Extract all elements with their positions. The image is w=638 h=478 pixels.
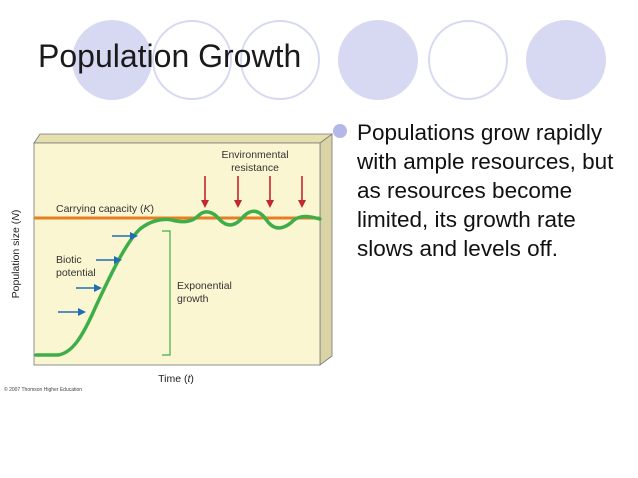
exponential-growth-bracket: [162, 230, 171, 356]
bullet-icon: [333, 124, 347, 138]
growth-curve: [34, 209, 322, 357]
exponential-growth-label-1: Exponential: [177, 280, 232, 292]
biotic-potential-label-2: potential: [56, 267, 96, 279]
copyright-text: © 2007 Thomson Higher Education: [4, 386, 82, 393]
y-axis-label: Population size (N): [10, 210, 22, 299]
exponential-growth-label-2: growth: [177, 293, 209, 305]
decorative-circle-outline-3: [428, 20, 508, 100]
decorative-circle-filled-3: [526, 20, 606, 100]
carrying-capacity-label: Carrying capacity (K): [56, 203, 154, 215]
x-axis-label: Time (t): [158, 373, 194, 385]
environmental-resistance-label-2: resistance: [231, 162, 279, 174]
bullet-text: Populations grow rapidly with ample reso…: [357, 120, 614, 261]
environmental-resistance-label-1: Environmental: [221, 149, 288, 161]
biotic-potential-label-1: Biotic: [56, 254, 82, 266]
slide-title: Population Growth: [38, 38, 302, 74]
decorative-circle-outline-2: [240, 20, 320, 100]
panel-top-edge: [33, 133, 333, 144]
decorative-circle-outline-1: [152, 20, 232, 100]
panel-right-edge: [319, 133, 333, 366]
decorative-circle-filled-1: [72, 20, 152, 100]
plot-panel: [33, 142, 321, 366]
population-growth-figure: Environmental resistance Carrying capaci…: [0, 118, 340, 398]
decorative-circle-filled-2: [338, 20, 418, 100]
